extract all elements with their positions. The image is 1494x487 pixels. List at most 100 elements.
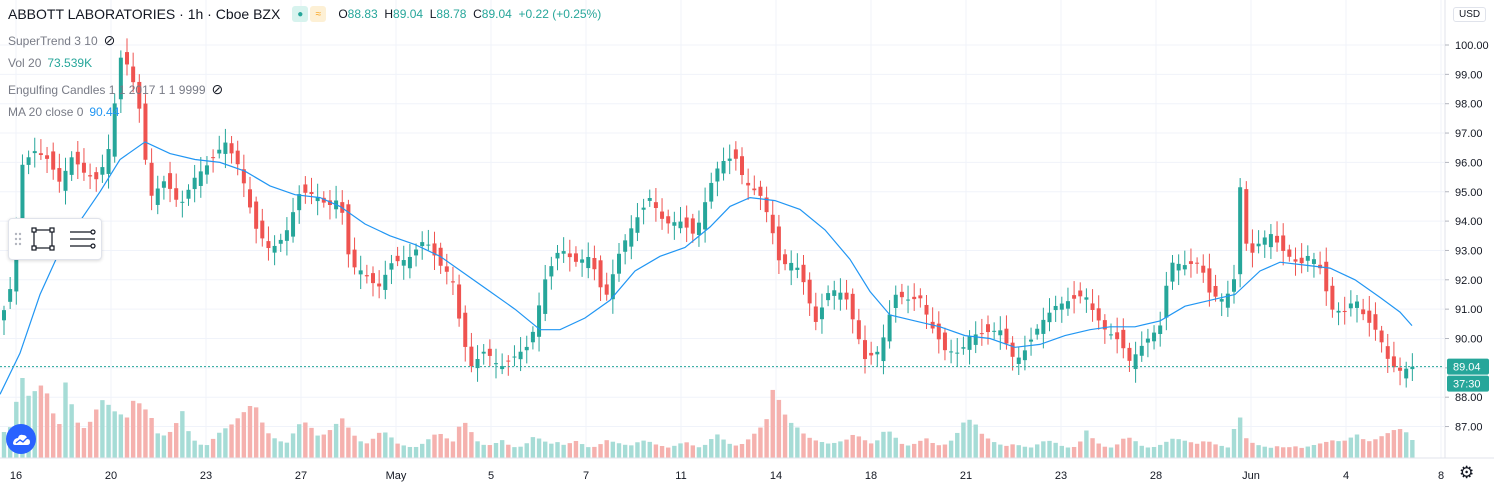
symbol-title[interactable]: ABBOTT LABORATORIES · 1h · Cboe BZX (8, 6, 281, 22)
volume-bar (721, 439, 726, 458)
candle-body (1342, 310, 1347, 313)
candle-body (795, 267, 800, 270)
time-axis[interactable]: 16 20 23 27 May 5 7 11 14 18 21 23 28 Jun 4 8 (0, 457, 1494, 487)
volume-bar (604, 440, 609, 458)
candle-body (684, 217, 689, 228)
hidden-eye-icon[interactable]: ⊘ (211, 81, 224, 97)
candle-body (100, 167, 105, 175)
price-axis[interactable]: 87.0088.0089.0090.0091.0092.0093.0094.00… (1444, 0, 1494, 487)
candle-body (168, 173, 173, 189)
volume-bar (819, 441, 825, 458)
volume-bar (327, 430, 333, 458)
volume-bar (598, 444, 603, 458)
candle-body (543, 279, 548, 314)
volume-bar (875, 440, 880, 458)
volume-bar (690, 445, 695, 458)
market-status[interactable]: ● ≈ (292, 6, 327, 22)
volume-bar (1207, 441, 1212, 458)
drawing-toolbox[interactable] (8, 218, 102, 260)
volume-bar (696, 447, 702, 458)
candle-body (537, 305, 542, 337)
volume-bar (524, 443, 529, 458)
volume-bar (475, 441, 480, 458)
indicator-ma[interactable]: MA 20 close 0 90.44 (8, 105, 119, 119)
candle-body (610, 274, 615, 300)
candle-body (506, 360, 511, 362)
volume-bar (647, 441, 652, 458)
settings-gear-icon[interactable]: ⚙ (1459, 463, 1475, 482)
candle-body (530, 331, 535, 343)
volume-bar (235, 418, 240, 458)
candle-body (887, 314, 892, 342)
candle-body (617, 253, 621, 274)
rectangle-tool-icon[interactable] (31, 227, 55, 251)
candle-body (666, 216, 671, 224)
drag-handle-icon[interactable] (14, 232, 22, 246)
y-tick-label: 90.00 (1455, 334, 1483, 346)
high-label: H (384, 7, 394, 21)
candle-body (1275, 235, 1280, 243)
volume-bar (1145, 447, 1151, 458)
candle-body (641, 207, 646, 210)
candle-body (309, 192, 314, 195)
grid-lines (0, 0, 1444, 458)
candle-body (955, 352, 960, 354)
volume-bar (881, 431, 886, 458)
volume-bar (364, 443, 370, 458)
volume-bar (1114, 444, 1120, 458)
tradingview-logo-icon[interactable] (6, 424, 36, 454)
candle-body (1281, 235, 1286, 251)
volume-bar (715, 434, 720, 458)
candle-body (1139, 345, 1144, 356)
volume-bar (789, 422, 794, 458)
currency-label[interactable]: USD (1453, 7, 1487, 22)
indicator-volume[interactable]: Vol 20 73.539K (8, 56, 92, 70)
open-value: 88.83 (347, 7, 378, 21)
volume-bar (832, 442, 837, 458)
hidden-eye-icon[interactable]: ⊘ (103, 32, 116, 48)
x-tick-label: 20 (105, 470, 117, 482)
candle-body (272, 245, 277, 253)
candle-body (961, 347, 966, 349)
candle-body (407, 256, 412, 269)
volume-bar (844, 439, 849, 458)
candle-body (733, 149, 738, 159)
candle-body (1238, 187, 1243, 275)
volume-bar (1084, 430, 1089, 458)
indicator-engulfing[interactable]: Engulfing Candles 1 1 2017 1 1 9999 ⊘ (8, 81, 223, 98)
candle-body (229, 143, 234, 154)
candle-body (1010, 342, 1015, 357)
market-open-icon[interactable]: ● (292, 6, 309, 22)
candle-body (118, 57, 123, 100)
candle-body (555, 252, 560, 259)
delayed-data-icon[interactable]: ≈ (310, 6, 327, 22)
volume-bar (1305, 446, 1310, 458)
volume-bar (1336, 441, 1341, 458)
volume-bar (635, 442, 640, 458)
indicator-supertrend[interactable]: SuperTrend 3 10 ⊘ (8, 32, 115, 49)
volume-bar (450, 441, 456, 458)
candle-body (186, 189, 191, 199)
x-tick-label: Jun (1242, 470, 1260, 482)
x-tick-label: 5 (488, 470, 494, 482)
indicator-label: Engulfing Candles 1 1 2017 1 1 9999 (8, 82, 206, 97)
volume-bar (1010, 444, 1015, 458)
candle-body (1398, 367, 1403, 371)
candle-body (1084, 297, 1089, 300)
candle-body (211, 157, 216, 159)
volume-bar (444, 438, 449, 458)
candle-body (69, 157, 74, 175)
volume-bar (1354, 434, 1360, 458)
volume-bar (106, 404, 111, 458)
candle-body (512, 356, 517, 358)
candle-body (1022, 350, 1027, 361)
volume-bar (967, 419, 972, 458)
volume-bar (1330, 440, 1335, 458)
y-tick-label: 97.00 (1455, 128, 1483, 140)
line-settings-icon[interactable] (70, 229, 96, 249)
candle-body (1324, 261, 1329, 292)
candle-body (869, 352, 874, 356)
candle-body (1225, 293, 1230, 308)
candle-body (204, 165, 209, 175)
